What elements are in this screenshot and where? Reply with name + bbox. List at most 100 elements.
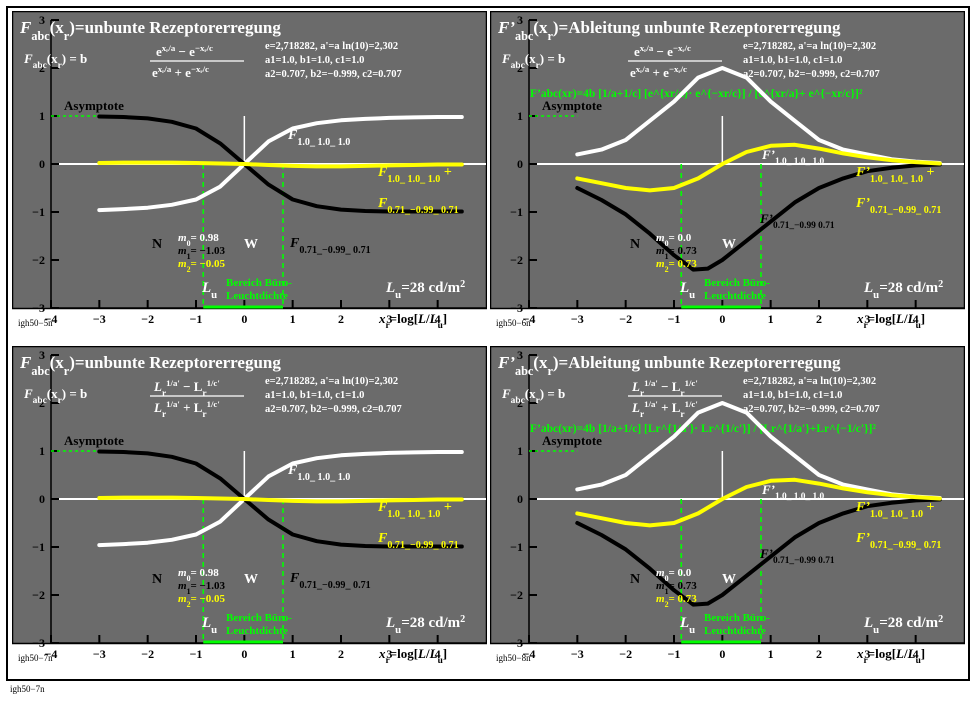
bottom-strip (490, 308, 965, 331)
x-tick-label: 0 (241, 312, 247, 326)
x-tick-label: −3 (93, 647, 106, 661)
bottom-strip (490, 643, 965, 666)
parameter-line: e=2,718282, a'=a ln(10)=2,302 (743, 376, 876, 387)
y-tick-label: 3 (517, 348, 523, 362)
figure-frame: −4 −3 −2 −1 0 1 2 3 4 −3 −2 −1 0 1 2 3 xr=log[L/Lu] Fabc(… (6, 6, 970, 681)
bottom-strip (12, 643, 487, 666)
y-tick-label: 3 (517, 13, 523, 27)
y-tick-label: 3 (39, 13, 45, 27)
x-tick-label: 3 (864, 312, 870, 326)
chart-svg: −4 −3 −2 −1 0 1 2 3 4−3−2−10123xr=log[L/Lu]F’abc… (490, 346, 965, 666)
x-tick-label: 0 (719, 647, 725, 661)
derivative-formula: F’abc(xr)=4b [1/a+1/c] [e^{xr/a}· e^{−xr… (530, 88, 863, 100)
chart-title: Fabc(xr)=unbunte Rezeptorerregung (19, 353, 281, 378)
label-N: N (152, 237, 162, 252)
x-tick-label: −2 (619, 647, 632, 661)
series-line-2 (97, 160, 464, 169)
panel-id-label: igh50−8n (496, 653, 531, 663)
x-tick-label: 3 (386, 647, 392, 661)
y-tick-label: 0 (517, 157, 523, 171)
range-label-2: Leuchtdichte (704, 625, 766, 637)
y-tick-label: 2 (39, 61, 45, 75)
x-tick-label: 4 (913, 312, 919, 326)
lu-value: Lu=28 cd/m2 (863, 614, 943, 637)
y-tick-label: 2 (39, 396, 45, 410)
lu-label: Lu (201, 280, 217, 301)
x-tick-label: −1 (190, 647, 203, 661)
series-line-0 (97, 450, 464, 548)
y-tick-label: −3 (510, 636, 523, 650)
series-line-2 (575, 142, 942, 193)
m1-value: m1= −1.03 (178, 245, 226, 261)
label-N: N (630, 572, 640, 587)
asymptote-label: Asymptote (542, 98, 602, 113)
formula-denominator: exᵣ/a + e−xᵣ/c (152, 64, 209, 80)
x-tick-label: −3 (93, 312, 106, 326)
series-line-1 (97, 114, 464, 214)
y-tick-label: 0 (517, 492, 523, 506)
x-tick-label: 2 (338, 647, 344, 661)
footer-label: igh50−7n (10, 684, 45, 694)
range-label-1: Bereich Büro- (226, 277, 292, 289)
parameter-line: a1=1.0, b1=1.0, c1=1.0 (265, 55, 364, 66)
series-label-black: F’0.71_−0.99 0.71 (759, 546, 835, 566)
series-label-yellow-1: F1.0_ 1.0_ 1.0 + (377, 500, 452, 520)
y-tick-label: 1 (39, 444, 45, 458)
formula-numerator: exᵣ/a − e−xᵣ/c (156, 43, 213, 59)
parameter-line: a2=0.707, b2=−0.999, c2=0.707 (265, 69, 402, 80)
bottom-strip (12, 308, 487, 331)
series-label-yellow-1: F1.0_ 1.0_ 1.0 + (377, 165, 452, 185)
y-tick-label: −2 (32, 588, 45, 602)
m0-value: m0= 0.98 (178, 567, 219, 583)
y-tick-label: 1 (517, 109, 523, 123)
y-tick-label: 2 (517, 396, 523, 410)
chart-panel-2: −4 −3 −2 −1 0 1 2 3 4 −3 −2 −1 0 1 2 3 xr=log[L/Lu] F’abc… (490, 11, 965, 331)
x-tick-label: −3 (571, 312, 584, 326)
x-tick-label: 1 (768, 647, 774, 661)
m2-value: m2= −0.05 (178, 593, 226, 609)
chart-svg: −4 −3 −2 −1 0 1 2 3 4−3−2−10123xr=log[L/Lu]F’abc… (490, 11, 965, 331)
x-tick-label: 4 (435, 312, 441, 326)
m0-value: m0= 0.98 (178, 232, 219, 248)
parameter-line: e=2,718282, a'=a ln(10)=2,302 (743, 41, 876, 52)
series-line-1 (97, 449, 464, 549)
y-tick-label: −1 (32, 540, 45, 554)
parameter-line: e=2,718282, a'=a ln(10)=2,302 (265, 376, 398, 387)
y-tick-label: 3 (39, 348, 45, 362)
x-tick-label: −4 (45, 312, 58, 326)
chart-panel-4: −4 −3 −2 −1 0 1 2 3 4 −3 −2 −1 0 1 2 3 xr=log[L/Lu] F’abc… (490, 346, 965, 666)
series-line-1 (575, 162, 942, 272)
label-W: W (722, 572, 736, 587)
y-tick-label: 0 (39, 157, 45, 171)
chart-panel-3: −4 −3 −2 −1 0 1 2 3 4 −3 −2 −1 0 1 2 3 xr=log[L/Lu] Fabc(… (12, 346, 487, 666)
range-label-2: Leuchtdichte (226, 625, 288, 637)
formula-numerator: Lr1/a' − Lr1/c' (153, 378, 220, 399)
y-tick-label: −1 (510, 540, 523, 554)
series-label-white: F’1.0_ 1.0_ 1.0 (761, 482, 825, 502)
x-axis-label: xr=log[L/Lu] (856, 311, 925, 331)
chart-panel-1: −4 −3 −2 −1 0 1 2 3 4 −3 −2 −1 0 1 2 3 xr=log[L/Lu] Fabc(… (12, 11, 487, 331)
asymptote-label: Asymptote (64, 98, 124, 113)
x-tick-label: 3 (386, 312, 392, 326)
range-label-2: Leuchtdichte (704, 290, 766, 302)
m0-value: m0= 0.0 (656, 567, 692, 583)
asymptote-label: Asymptote (542, 433, 602, 448)
y-tick-label: 2 (517, 61, 523, 75)
x-tick-label: 0 (241, 647, 247, 661)
formula-lhs: Fabc(xr) = b (501, 386, 565, 406)
y-tick-label: −1 (510, 205, 523, 219)
m1-value: m1= −1.03 (178, 580, 226, 596)
x-tick-label: −1 (668, 312, 681, 326)
x-tick-label: 1 (290, 647, 296, 661)
x-tick-label: −3 (571, 647, 584, 661)
x-axis-label: xr=log[L/Lu] (378, 311, 447, 331)
m2-value: m2= 0.73 (656, 593, 697, 609)
x-tick-label: 2 (816, 312, 822, 326)
formula-denominator: Lr1/a' + Lr1/c' (631, 399, 698, 420)
x-tick-label: 2 (338, 312, 344, 326)
label-W: W (244, 572, 258, 587)
series-line-1 (575, 497, 942, 607)
formula-denominator: Lr1/a' + Lr1/c' (153, 399, 220, 420)
parameter-line: a1=1.0, b1=1.0, c1=1.0 (743, 390, 842, 401)
x-tick-label: 2 (816, 647, 822, 661)
